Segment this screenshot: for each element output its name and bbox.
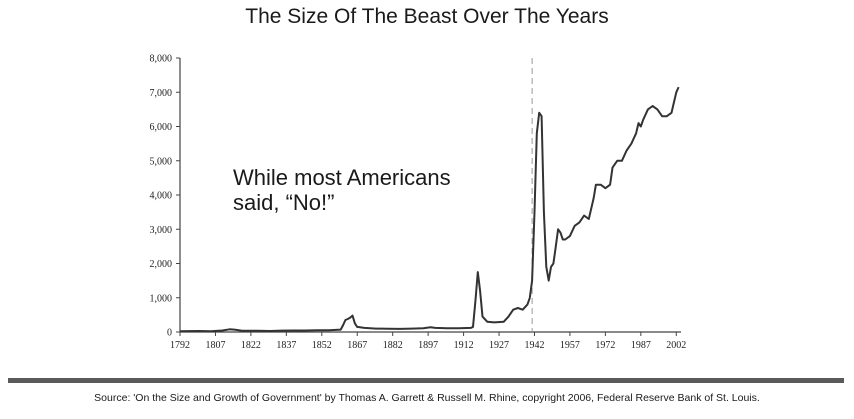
chart-title: The Size Of The Beast Over The Years	[245, 5, 609, 28]
y-tick-label: 1,000	[150, 293, 173, 304]
x-tick-label: 1927	[489, 340, 509, 351]
chart-annotation: While most Americans said, “No!”	[233, 165, 451, 215]
y-tick-label: 5,000	[150, 156, 173, 167]
x-tick-label: 1882	[383, 340, 403, 351]
x-tick-label: 1987	[631, 340, 651, 351]
y-tick-label: 7,000	[150, 88, 173, 99]
source-citation: Source: 'On the Size and Growth of Gover…	[94, 392, 760, 404]
x-tick-label: 1957	[560, 340, 580, 351]
annotation-line-2: said, “No!”	[233, 190, 335, 215]
x-tick-label: 1807	[205, 340, 225, 351]
x-tick-label: 1942	[524, 340, 544, 351]
x-tick-label: 1867	[347, 340, 367, 351]
x-tick-label: 1972	[595, 340, 615, 351]
y-tick-label: 2,000	[150, 259, 173, 270]
x-tick-label: 1852	[312, 340, 332, 351]
y-tick-label: 6,000	[150, 122, 173, 133]
annotation-line-1: While most Americans	[233, 165, 451, 190]
y-tick-label: 3,000	[150, 225, 173, 236]
x-tick-label: 1792	[170, 340, 190, 351]
chart-axes: 0 1,000 2,000 3,000 4,000 5,000 6,000 7,000 8,00…	[150, 54, 687, 352]
x-tick-label: 1837	[276, 340, 296, 351]
footer-divider	[8, 378, 844, 383]
x-tick-label: 1897	[418, 340, 438, 351]
x-tick-label: 1912	[454, 340, 474, 351]
y-tick-label: 8,000	[150, 54, 173, 65]
x-tick-label: 1822	[241, 340, 261, 351]
series-line	[179, 86, 680, 333]
series-group	[179, 86, 680, 333]
y-tick-label: 0	[167, 328, 172, 339]
y-tick-label: 4,000	[150, 191, 173, 202]
x-tick-label: 2002	[666, 340, 686, 351]
